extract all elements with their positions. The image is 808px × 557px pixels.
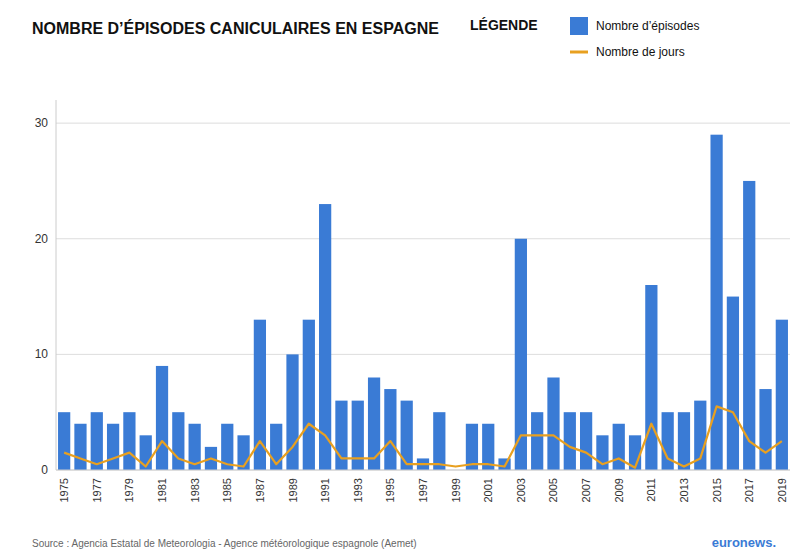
bar <box>613 424 625 470</box>
x-tick-label: 1991 <box>319 478 331 502</box>
bar <box>123 412 135 470</box>
x-tick-label: 1993 <box>352 478 364 502</box>
source: Source : Agencia Estatal de Meteorologia… <box>32 538 417 549</box>
watermark: euronews. <box>712 535 776 550</box>
x-tick-label: 2011 <box>645 478 657 502</box>
x-tick-label: 2007 <box>580 478 592 502</box>
x-tick-label: 2013 <box>678 478 690 502</box>
legend: LÉGENDE Nombre d’épisodes Nombre de jours <box>470 17 699 59</box>
bar <box>531 412 543 470</box>
legend-label: Nombre de jours <box>596 45 685 59</box>
x-tick-label: 2001 <box>482 478 494 502</box>
marks <box>58 135 788 470</box>
legend-swatch <box>570 51 588 54</box>
x-tick-label: 1979 <box>123 478 135 502</box>
bar <box>564 412 576 470</box>
bar <box>368 378 380 471</box>
bar <box>91 412 103 470</box>
x-tick-label: 1987 <box>254 478 266 502</box>
x-tick-label: 1995 <box>384 478 396 502</box>
bar <box>727 297 739 470</box>
bar <box>319 204 331 470</box>
x-tick-label: 2009 <box>613 478 625 502</box>
x-tick-label: 1989 <box>287 478 299 502</box>
bar <box>74 424 86 470</box>
title: NOMBRE D’ÉPISODES CANICULAIRES EN ESPAGN… <box>32 19 439 37</box>
x-tick-label: 1975 <box>58 478 70 502</box>
x-tick-label: 1977 <box>91 478 103 502</box>
x-tick-label: 1983 <box>189 478 201 502</box>
x-tick-label: 2019 <box>776 478 788 502</box>
y-axis-line <box>56 100 57 470</box>
bar <box>156 366 168 470</box>
bar <box>580 412 592 470</box>
bar <box>776 320 788 470</box>
line <box>64 406 782 467</box>
x-tick-label: 2015 <box>711 478 723 502</box>
y-tick-label: 0 <box>41 463 48 477</box>
bar <box>172 412 184 470</box>
bar <box>335 401 347 470</box>
x-tick-label: 2017 <box>743 478 755 502</box>
x-tick-label: 2003 <box>515 478 527 502</box>
bar <box>58 412 70 470</box>
bar <box>482 424 494 470</box>
bar <box>303 320 315 470</box>
y-tick-label: 30 <box>35 116 49 130</box>
y-tick-label: 10 <box>35 347 49 361</box>
grid-line <box>56 354 790 355</box>
bar <box>759 389 771 470</box>
legend-label: Nombre d’épisodes <box>596 19 699 33</box>
chart: NOMBRE D’ÉPISODES CANICULAIRES EN ESPAGN… <box>0 0 808 557</box>
grid-line <box>56 238 790 239</box>
grid <box>56 123 790 470</box>
x-tick-label: 1999 <box>450 478 462 502</box>
bar <box>384 389 396 470</box>
bar <box>107 424 119 470</box>
x-tick-label: 1985 <box>221 478 233 502</box>
bar <box>352 401 364 470</box>
x-axis-line <box>56 470 790 471</box>
bar <box>433 412 445 470</box>
legend-swatch <box>570 17 588 35</box>
y-tick-label: 20 <box>35 232 49 246</box>
bar <box>547 378 559 471</box>
bar <box>466 424 478 470</box>
x-tick-label: 1981 <box>156 478 168 502</box>
grid-line <box>56 123 790 124</box>
grid-line <box>56 470 790 471</box>
background <box>0 0 808 557</box>
bar <box>743 181 755 470</box>
bar <box>678 412 690 470</box>
legend-title: LÉGENDE <box>470 17 538 33</box>
x-tick-label: 1997 <box>417 478 429 502</box>
x-tick-label: 2005 <box>547 478 559 502</box>
bar <box>645 285 657 470</box>
